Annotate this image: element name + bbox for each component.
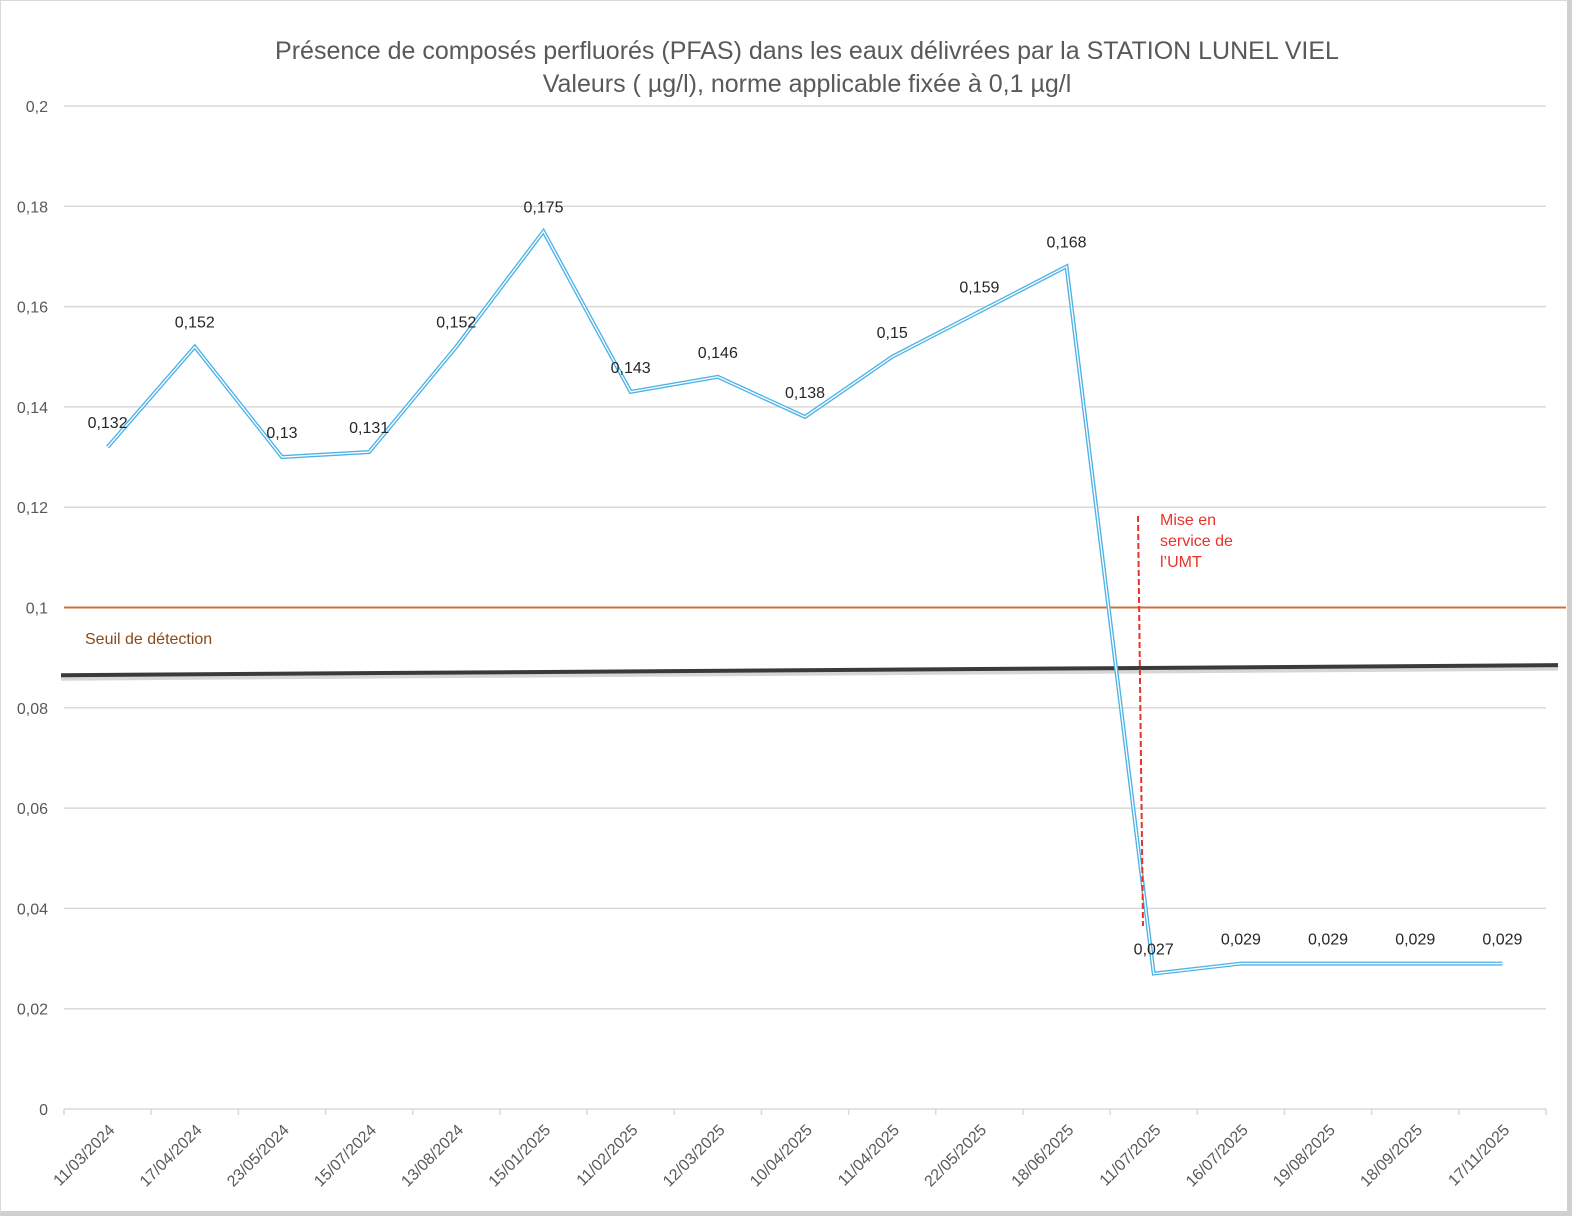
x-tick-label: 15/07/2024 [311,1122,380,1191]
x-tick-label: 18/09/2025 [1357,1122,1426,1191]
x-tick-label: 11/02/2025 [574,1122,642,1190]
data-label: 0,13 [266,425,297,442]
series-line-inner [107,230,1503,975]
umt-annotation-text: service de [1160,533,1233,550]
data-label: 0,159 [959,280,999,297]
y-tick-label: 0,06 [17,801,48,818]
data-label: 0,168 [1047,234,1087,251]
threshold-line-shadow [60,665,1559,681]
y-tick-label: 0,16 [17,300,48,317]
x-tick-label: 11/04/2025 [835,1122,903,1190]
data-label: 0,029 [1482,932,1522,949]
data-label: 0,029 [1395,932,1435,949]
x-tick-label: 18/06/2025 [1009,1122,1078,1191]
x-tick-label: 17/04/2024 [137,1122,206,1191]
umt-annotation-text: Mise en [1160,512,1216,529]
data-label: 0,175 [523,199,563,216]
x-tick-label: 19/08/2025 [1270,1122,1339,1191]
x-tick-label: 11/03/2024 [51,1122,119,1190]
umt-annotation-text: l’UMT [1160,554,1202,571]
data-label: 0,143 [611,360,651,377]
y-tick-label: 0,14 [17,400,48,417]
umt-marker-line [1137,515,1144,927]
x-tick-label: 22/05/2025 [922,1122,991,1191]
y-tick-label: 0,2 [26,99,48,116]
threshold-line [60,663,1559,678]
x-tick-label: 11/07/2025 [1097,1122,1165,1190]
x-tick-label: 13/08/2024 [398,1122,467,1191]
data-label: 0,138 [785,385,825,402]
data-label: 0,132 [88,415,128,432]
y-tick-label: 0,02 [17,1002,48,1019]
chart-title: Présence de composés perfluorés (PFAS) d… [275,37,1339,65]
data-label: 0,146 [698,345,738,362]
y-tick-label: 0,12 [17,500,48,517]
data-label: 0,15 [877,325,908,342]
data-label: 0,029 [1221,932,1261,949]
x-tick-label: 17/11/2025 [1445,1122,1513,1190]
x-tick-label: 15/01/2025 [486,1122,555,1191]
y-tick-label: 0,04 [17,901,48,918]
y-tick-label: 0,1 [26,601,48,618]
data-label: 0,027 [1134,942,1174,959]
y-tick-label: 0,08 [17,701,48,718]
x-tick-label: 16/07/2025 [1183,1122,1252,1191]
x-tick-label: 12/03/2025 [660,1122,729,1191]
data-label: 0,131 [349,420,389,437]
data-label: 0,029 [1308,932,1348,949]
y-tick-label: 0,18 [17,199,48,216]
data-label: 0,152 [175,315,215,332]
data-label: 0,152 [436,315,476,332]
chart-subtitle: Valeurs ( µg/l), norme applicable fixée … [543,70,1072,98]
x-tick-label: 23/05/2024 [224,1122,293,1191]
series-line-outer [106,227,1503,976]
y-tick-label: 0 [39,1102,48,1119]
x-tick-label: 10/04/2025 [747,1122,816,1191]
threshold-label: Seuil de détection [85,631,212,648]
